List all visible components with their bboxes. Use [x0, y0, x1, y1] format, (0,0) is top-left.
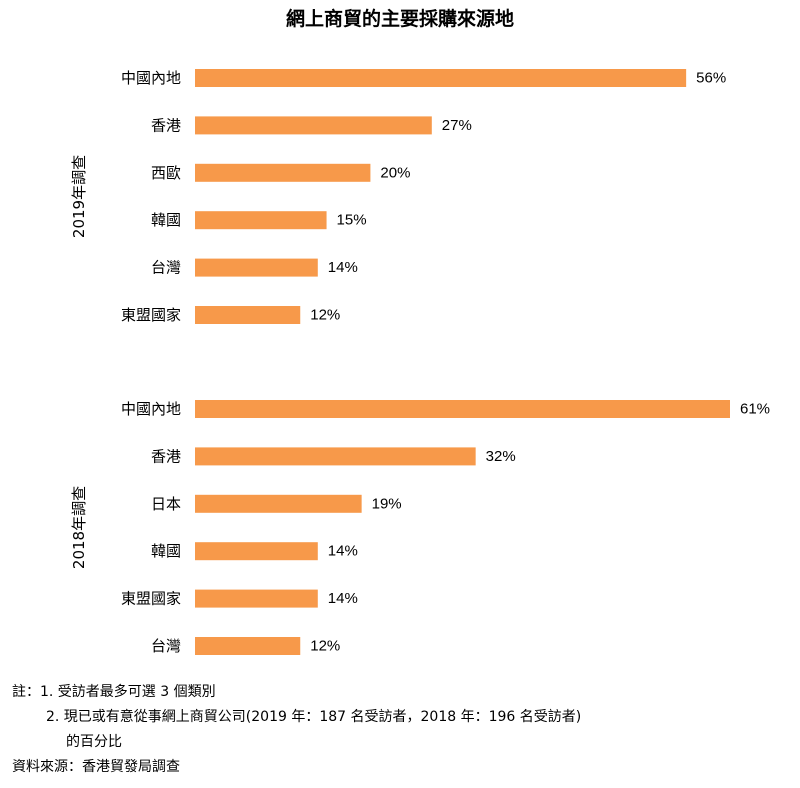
data-label: 14%	[328, 543, 358, 560]
category-label: 日本	[151, 495, 181, 513]
footnotes: 註：1. 受訪者最多可選 3 個類別 2. 現已或有意從事網上商貿公司(2019…	[12, 680, 581, 780]
bar	[195, 163, 371, 182]
data-label: 14%	[328, 590, 358, 607]
category-label: 西歐	[151, 164, 181, 182]
data-label: 14%	[328, 259, 358, 276]
bar	[195, 306, 301, 324]
data-label: 15%	[337, 212, 367, 229]
bar	[195, 637, 301, 655]
bar	[195, 542, 318, 561]
bar	[195, 116, 432, 135]
category-label: 東盟國家	[121, 590, 181, 608]
category-label: 韓國	[151, 542, 181, 560]
category-label: 東盟國家	[121, 306, 181, 324]
data-label: 20%	[380, 164, 410, 181]
category-label: 台灣	[151, 259, 181, 277]
category-label: 香港	[151, 116, 181, 134]
bar	[195, 447, 476, 466]
data-label: 12%	[310, 307, 340, 324]
data-label: 61%	[740, 401, 770, 418]
data-label: 27%	[442, 117, 472, 134]
note-line-1: 註：1. 受訪者最多可選 3 個類別	[12, 684, 216, 700]
category-label: 台灣	[151, 637, 181, 655]
bar	[195, 211, 327, 230]
data-label: 19%	[372, 495, 402, 512]
bar	[195, 69, 687, 87]
bar	[195, 589, 318, 608]
group-label: 2018年調查	[70, 486, 88, 569]
category-label: 中國內地	[121, 400, 181, 418]
data-label: 12%	[310, 638, 340, 655]
category-label: 中國內地	[121, 69, 181, 87]
category-label: 韓國	[151, 211, 181, 229]
note-line-3: 的百分比	[66, 734, 122, 750]
category-label: 香港	[151, 447, 181, 465]
source-note: 資料來源：香港貿發局調查	[12, 759, 180, 775]
bar	[195, 258, 318, 277]
chart-title: 網上商貿的主要採購來源地	[285, 8, 514, 30]
note-line-2: 2. 現已或有意從事網上商貿公司(2019 年：187 名受訪者，2018 年：…	[46, 709, 582, 725]
data-label: 56%	[696, 70, 726, 87]
bar	[195, 400, 730, 418]
group-label: 2019年調查	[70, 155, 88, 238]
data-label: 32%	[486, 448, 516, 465]
bar	[195, 494, 362, 513]
